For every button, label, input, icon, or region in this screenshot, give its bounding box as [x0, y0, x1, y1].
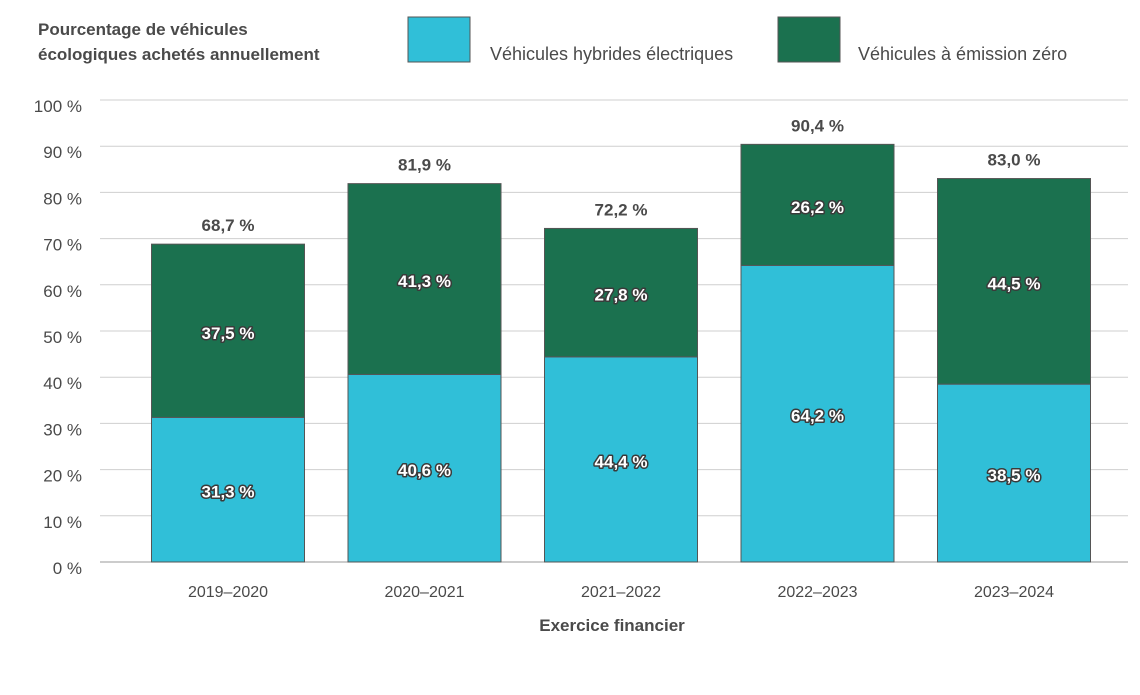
bar-segment-hybrid — [740, 264, 895, 563]
total-label: 68,7 % — [202, 216, 255, 235]
bar-segment-zero-emission — [740, 143, 895, 266]
bars — [151, 143, 1091, 563]
bar-segment-zero-emission — [151, 243, 305, 418]
y-tick-label: 60 % — [43, 282, 82, 301]
bar-segment-hybrid — [347, 373, 502, 563]
y-axis-title-line-2: écologiques achetés annuellement — [38, 45, 320, 64]
total-label: 90,4 % — [791, 116, 844, 135]
x-axis-title: Exercice financier — [539, 616, 685, 635]
data-labels: 31,3 % 37,5 % 68,7 % 40,6 % 41,3 % 81,9 % 44,4… — [200, 116, 1042, 503]
data-label-zero-emission: 27,8 % — [595, 286, 648, 305]
y-axis-ticks: 0 % 10 % 20 % 30 % 40 % 50 % 60 % 70 % 80 % 90 % 1… — [34, 97, 82, 578]
data-label-hybrid: 31,3 % — [202, 483, 255, 502]
y-tick-label: 10 % — [43, 513, 82, 532]
bar-segment-zero-emission — [937, 178, 1091, 385]
bar-segment-zero-emission — [544, 227, 698, 358]
data-label-zero-emission: 44,5 % — [988, 274, 1041, 293]
y-tick-label: 0 % — [53, 559, 82, 578]
data-label-zero-emission: 26,2 % — [791, 198, 844, 217]
y-axis-title-line-1: Pourcentage de véhicules — [38, 20, 248, 39]
data-label-hybrid: 64,2 % — [791, 407, 844, 426]
y-tick-label: 70 % — [43, 236, 82, 255]
y-tick-label: 20 % — [43, 467, 82, 486]
y-tick-label: 30 % — [43, 420, 82, 439]
total-label: 83,0 % — [988, 151, 1041, 170]
bar-segment-hybrid — [544, 356, 698, 563]
x-tick-label: 2021–2022 — [581, 584, 661, 601]
total-label: 72,2 % — [595, 200, 648, 219]
x-tick-label: 2023–2024 — [974, 584, 1054, 601]
legend-label-zero-emission: Véhicules à émission zéro — [858, 44, 1067, 64]
bar-segment-hybrid — [937, 383, 1091, 563]
total-label: 81,9 % — [398, 156, 451, 175]
legend-swatch-hybrid — [407, 16, 471, 63]
y-tick-label: 50 % — [43, 328, 82, 347]
x-tick-label: 2019–2020 — [188, 584, 268, 601]
y-tick-label: 40 % — [43, 374, 82, 393]
bar-segment-hybrid — [151, 416, 305, 563]
x-tick-label: 2020–2021 — [384, 584, 464, 601]
y-tick-label: 80 % — [43, 189, 82, 208]
data-label-hybrid: 38,5 % — [988, 466, 1041, 485]
legend-label-hybrid: Véhicules hybrides électriques — [490, 44, 733, 64]
bar-segment-zero-emission — [347, 183, 502, 375]
y-tick-label: 90 % — [43, 143, 82, 162]
data-label-zero-emission: 37,5 % — [202, 324, 255, 343]
data-label-hybrid: 44,4 % — [595, 452, 648, 471]
x-tick-label: 2022–2023 — [777, 584, 857, 601]
x-axis-ticks: 2019–2020 2020–2021 2021–2022 2022–2023 2023… — [188, 584, 1054, 601]
data-label-zero-emission: 41,3 % — [398, 272, 451, 291]
legend-swatch-zero-emission — [777, 16, 841, 63]
data-label-hybrid: 40,6 % — [398, 461, 451, 480]
y-tick-label: 100 % — [34, 97, 82, 116]
